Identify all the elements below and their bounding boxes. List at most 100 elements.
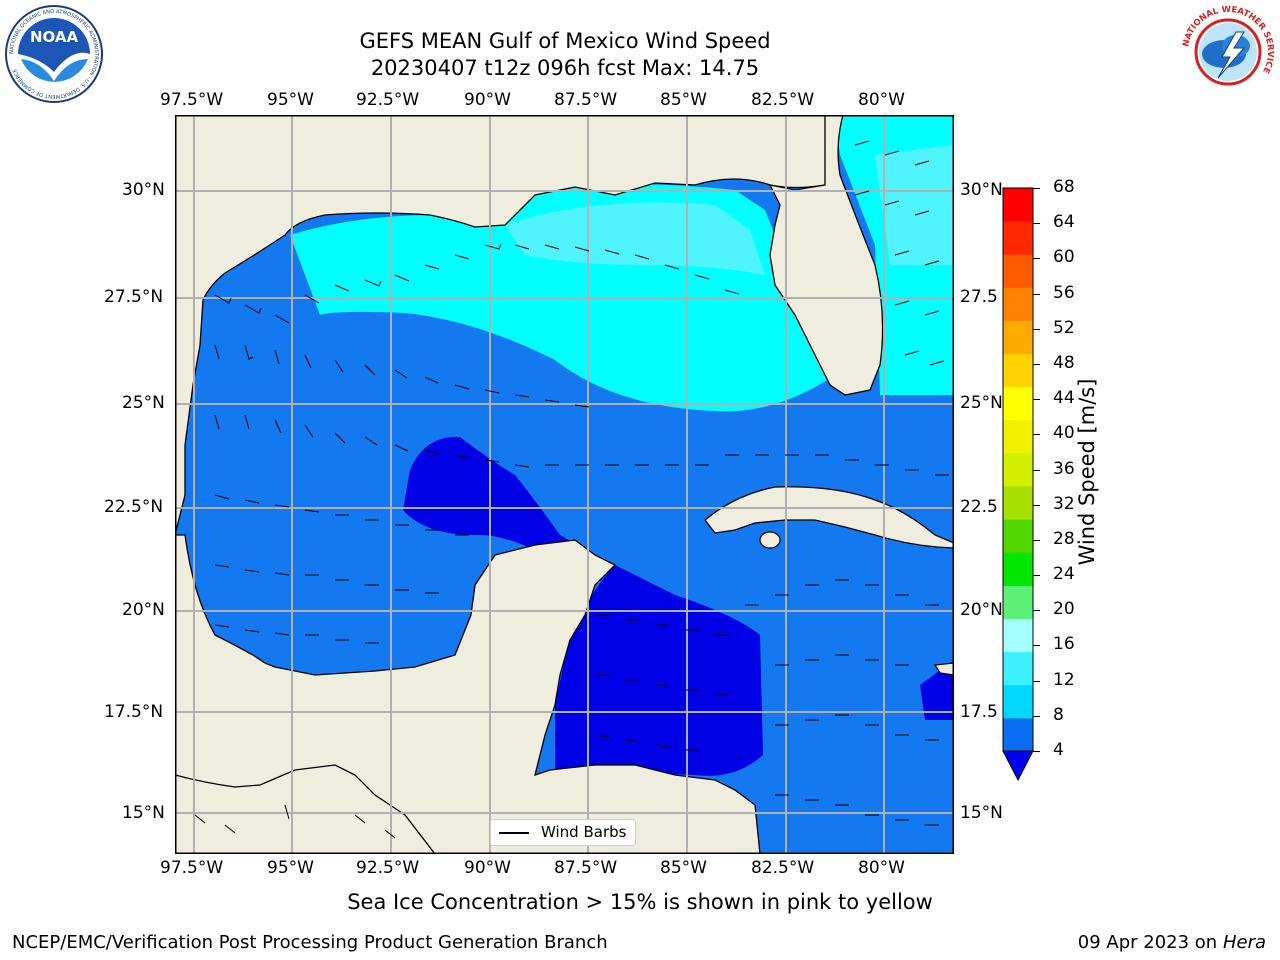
- noaa-logo-text: NOAA: [30, 28, 79, 46]
- land-jamaica: [933, 662, 954, 676]
- colorbar-segment: [1003, 419, 1033, 454]
- chart-title: GEFS MEAN Gulf of Mexico Wind Speed: [359, 29, 771, 53]
- colorbar-segment: [1003, 287, 1033, 321]
- colorbar-tick-label: 68: [1053, 177, 1075, 197]
- lon-label-bottom: 82.5°W: [751, 858, 815, 878]
- map-frame: [175, 115, 954, 854]
- lon-label-top: 80°W: [858, 90, 905, 110]
- colorbar-tick-label: 24: [1053, 564, 1075, 585]
- lat-label-right: 30°N: [960, 180, 1003, 200]
- colorbar-tick-mark: [1033, 399, 1040, 401]
- lon-label-bottom: 95°W: [267, 858, 314, 878]
- colorbar-segment: [1003, 320, 1033, 355]
- colorbar-tick-label: 20: [1053, 599, 1075, 620]
- colorbar-label: Wind Speed [m/s]: [1075, 378, 1099, 566]
- wind-barbs-legend-label: Wind Barbs: [541, 823, 627, 841]
- lat-label-left: 20°N: [122, 600, 165, 620]
- colorbar-tick-mark: [1033, 610, 1040, 612]
- lon-label-top: 82.5°W: [751, 90, 815, 110]
- colorbar-tick-label: 4: [1053, 740, 1064, 760]
- colorbar-tick-label: 40: [1053, 423, 1075, 444]
- colorbar-segment: [1003, 486, 1033, 520]
- lat-label-right: 27.5: [960, 287, 998, 307]
- lon-label-bottom: 80°W: [858, 858, 905, 878]
- wind-band-12-16-north: [505, 202, 765, 275]
- colorbar-segment: [1003, 254, 1033, 288]
- colorbar: [1002, 187, 1034, 782]
- colorbar-tick-label: 28: [1053, 528, 1075, 549]
- wind-barbs: [194, 140, 949, 839]
- colorbar-tick-label: 12: [1053, 669, 1075, 690]
- colorbar-tick-label: 48: [1053, 352, 1075, 373]
- footer-host: Hera: [1222, 932, 1266, 953]
- lat-label-left: 15°N: [122, 803, 165, 823]
- colorbar-tick-mark: [1033, 751, 1040, 752]
- colorbar-segment: [1003, 651, 1033, 686]
- lon-label-bottom: 85°W: [660, 858, 707, 878]
- gulf-map: [175, 115, 954, 854]
- colorbar-tick-mark: [1033, 188, 1040, 189]
- colorbar-tick-label: 8: [1053, 704, 1064, 725]
- colorbar-tick-label: 56: [1053, 282, 1075, 303]
- lon-label-top: 92.5°W: [356, 90, 420, 110]
- colorbar-segment: [1003, 618, 1033, 653]
- lon-label-top: 90°W: [464, 90, 511, 110]
- colorbar-tick-mark: [1033, 328, 1040, 330]
- colorbar-tick-label: 32: [1053, 493, 1075, 514]
- wind-band-below-4-yucatan: [555, 565, 763, 776]
- colorbar-segment: [1003, 386, 1033, 421]
- colorbar-tick-label: 60: [1053, 247, 1075, 268]
- colorbar-tick-label: 16: [1053, 634, 1075, 655]
- colorbar-segments: [1003, 188, 1033, 752]
- nws-logo: NATIONAL WEATHER SERVICE: [1181, 5, 1275, 99]
- lat-label-left: 25°N: [122, 393, 165, 413]
- colorbar-tick-label: 64: [1053, 212, 1075, 233]
- footer-date-text: 09 Apr 2023 on: [1077, 932, 1223, 953]
- lon-label-bottom: 90°W: [464, 858, 511, 878]
- colorbar-tick-label: 52: [1053, 317, 1075, 338]
- land-florida: [768, 115, 884, 396]
- lat-label-right: 15°N: [960, 803, 1003, 823]
- colorbar-tick-label: 44: [1053, 388, 1075, 409]
- noaa-logo: NOAA NATIONAL OCEANIC AND ATMOSPHERIC AD…: [5, 5, 103, 103]
- colorbar-tick-mark: [1033, 539, 1040, 541]
- lon-label-bottom: 92.5°W: [356, 858, 420, 878]
- land-mexico: [175, 534, 761, 854]
- wind-band-12-16-atlantic: [875, 145, 954, 265]
- colorbar-segment: [1003, 188, 1033, 222]
- lon-label-top: 97.5°W: [160, 90, 224, 110]
- lat-label-left: 27.5°N: [104, 287, 164, 307]
- land-isle-of-youth: [759, 531, 781, 549]
- footer-branch: NCEP/EMC/Verification Post Processing Pr…: [12, 932, 608, 953]
- colorbar-segment: [1003, 717, 1033, 752]
- colorbar-segment: [1003, 684, 1033, 719]
- colorbar-tick-mark: [1033, 680, 1040, 682]
- wind-band-below-4-central: [403, 436, 595, 560]
- lat-label-left: 17.5°N: [104, 702, 164, 722]
- lat-label-right: 22.5: [960, 497, 998, 517]
- lat-label-left: 22.5°N: [104, 497, 164, 517]
- colorbar-segment: [1003, 552, 1033, 586]
- colorbar-tick-mark: [1033, 469, 1040, 471]
- land-us-gulf-coast: [175, 115, 836, 536]
- colorbar-tick-label: 36: [1053, 458, 1075, 479]
- colorbar-under-triangle: [1002, 750, 1034, 782]
- lon-label-top: 87.5°W: [554, 90, 618, 110]
- chart-subtitle-run: 20230407 t12z 096h fcst Max: 14.75: [370, 56, 760, 80]
- colorbar-tick-mark: [1033, 504, 1040, 506]
- colorbar-tick-mark: [1033, 645, 1040, 647]
- lat-label-right: 20°N: [960, 600, 1003, 620]
- colorbar-tick-mark: [1033, 575, 1040, 577]
- lon-label-top: 85°W: [660, 90, 707, 110]
- colorbar-tick-mark: [1033, 715, 1040, 717]
- grid-lines: [175, 115, 954, 854]
- footer-date: 09 Apr 2023 on Hera: [1078, 932, 1266, 953]
- colorbar-segment: [1003, 519, 1033, 553]
- colorbar-tick-mark: [1033, 293, 1040, 295]
- wind-barbs-legend-line: [499, 832, 529, 834]
- colorbar-segment: [1003, 452, 1033, 487]
- colorbar-tick-mark: [1033, 363, 1040, 365]
- colorbar-segment: [1003, 353, 1033, 388]
- colorbar-segment: [1003, 221, 1033, 255]
- wind-band-below-4-east: [920, 660, 954, 720]
